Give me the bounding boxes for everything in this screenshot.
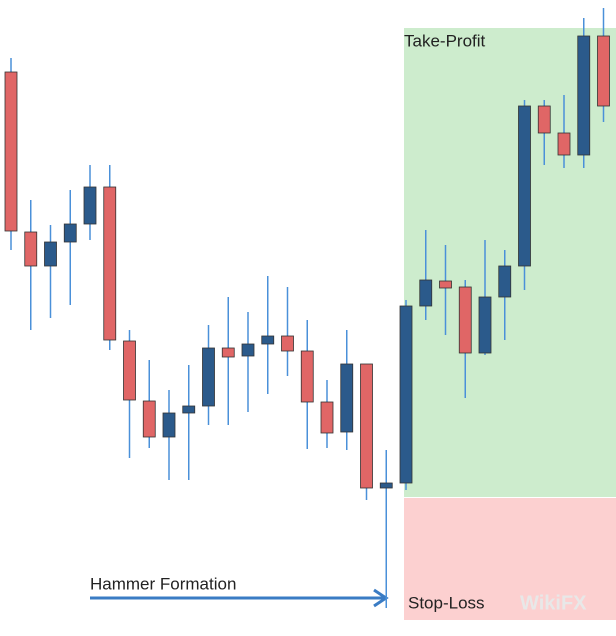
candle-body — [518, 105, 531, 267]
candle-body — [498, 265, 512, 298]
candle-body — [557, 132, 571, 156]
candle-body — [281, 335, 294, 352]
candle-body — [182, 405, 196, 414]
candle-body — [439, 280, 452, 289]
candle-body — [577, 35, 591, 156]
candle-body — [458, 286, 472, 354]
candle-body — [360, 363, 373, 489]
take-profit-label: Take-Profit — [404, 31, 486, 50]
candle-body — [320, 401, 334, 434]
candle-body — [103, 186, 117, 341]
watermark: WikiFX — [520, 592, 587, 614]
candle-body — [261, 335, 275, 345]
candle-body — [379, 482, 393, 489]
candle-body — [142, 400, 156, 438]
candle-body — [300, 350, 314, 403]
stop-loss-label: Stop-Loss — [408, 593, 485, 612]
candle-body — [24, 231, 38, 267]
stop-loss-zone — [404, 498, 616, 620]
candle-body — [399, 305, 413, 484]
candle-body — [537, 105, 551, 134]
candle-body — [478, 296, 492, 354]
candle-body — [597, 35, 610, 107]
candle-body — [162, 412, 176, 438]
candle-body — [221, 347, 235, 358]
candle-body — [340, 363, 354, 433]
candles — [4, 8, 610, 608]
candle-body — [123, 340, 136, 401]
candle-body — [63, 223, 77, 243]
candle-body — [419, 279, 433, 307]
candle-body — [4, 71, 18, 232]
candle-body — [241, 343, 255, 357]
candle-body — [202, 347, 215, 407]
pattern-label: Hammer Formation — [90, 574, 236, 593]
candle-body — [83, 186, 97, 225]
candle-body — [44, 241, 57, 267]
